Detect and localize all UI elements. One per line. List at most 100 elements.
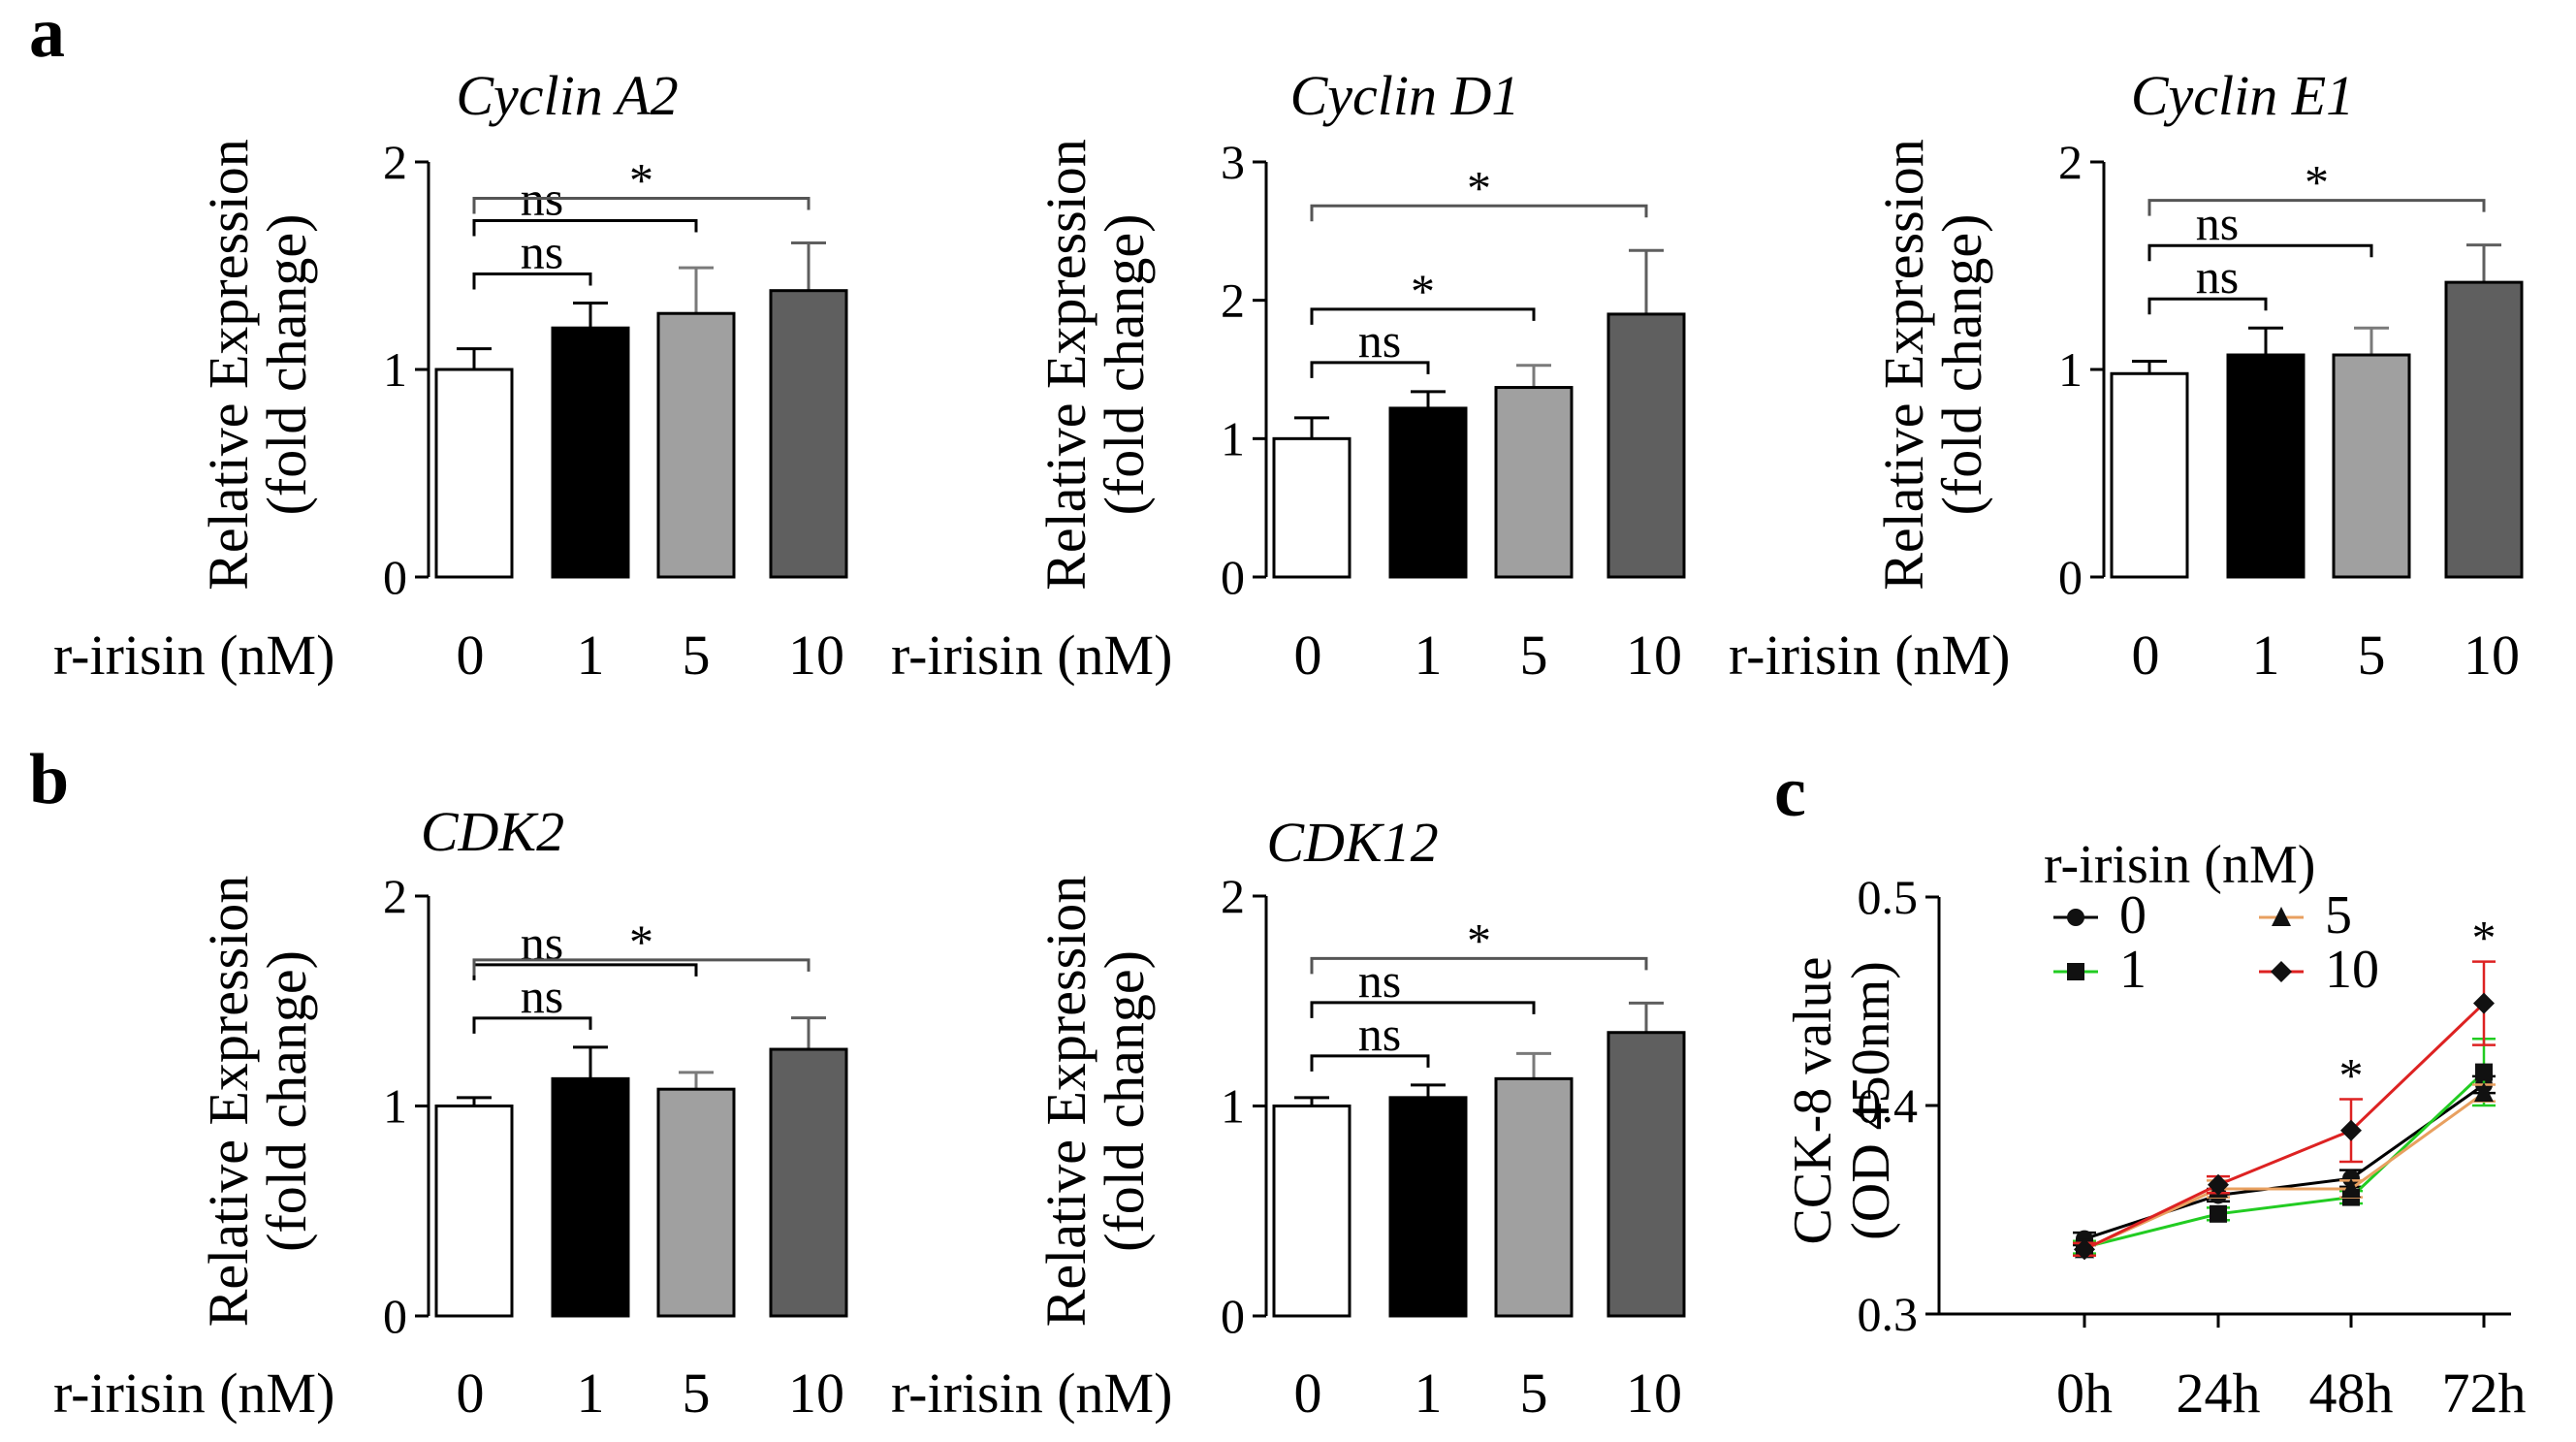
data-point <box>2208 1173 2229 1196</box>
significance-bracket <box>2147 297 2268 315</box>
data-point <box>2067 909 2084 926</box>
x-axis-label: r-irisin (nM) <box>891 1362 1172 1425</box>
x-tick-label-0h: 0h <box>2056 1362 2113 1425</box>
significance-bracket <box>472 1016 592 1034</box>
data-point <box>2272 907 2291 926</box>
bar-chart-panel-3: 0 1 2 Relative Expression(fold change) CDK2 n… <box>53 800 848 1425</box>
y-tick-label: 2 <box>1221 273 1245 328</box>
bar-5 <box>1494 1076 1574 1318</box>
bar-0 <box>2110 371 2189 579</box>
y-tick-label: 0 <box>2058 550 2083 604</box>
x-tick-label-1: 1 <box>577 1362 605 1425</box>
y-axis-label-line-2: (fold change) <box>1093 214 1156 516</box>
y-axis-label-line-2: (fold change) <box>255 950 318 1252</box>
y-axis-label-line-2: (fold change) <box>255 214 318 516</box>
panel-letter-b: b <box>29 740 70 819</box>
line-chart-panel: 0.3 0.4 0.5 0h 24h 48h 72h CCK-8 value(OD 450nm… <box>1783 835 2527 1425</box>
significance-label: ns <box>1358 313 1401 368</box>
data-point <box>2210 1204 2227 1223</box>
significance-label: * <box>2472 911 2496 965</box>
x-axis-label: r-irisin (nM) <box>53 1362 334 1425</box>
x-tick-label-5: 5 <box>1520 624 1548 687</box>
y-tick-label: 1 <box>383 1079 407 1134</box>
significance-bracket <box>1310 361 1430 378</box>
significance-label: ns <box>521 915 563 970</box>
y-tick-label: 0 <box>383 550 407 604</box>
y-tick-label: 1 <box>1221 411 1245 465</box>
y-axis-label: Relative Expression(fold change) <box>197 139 318 591</box>
significance-bracket <box>472 272 592 290</box>
x-tick-label-10: 10 <box>1626 1362 1682 1425</box>
y-tick-label: 1 <box>383 342 407 397</box>
significance-label: ns <box>1358 1007 1401 1061</box>
significance-bracket <box>472 958 811 976</box>
bar-5 <box>656 311 736 579</box>
y-tick-label: 0 <box>1221 1289 1245 1343</box>
y-tick-label: 2 <box>383 869 407 923</box>
x-axis-label: r-irisin (nM) <box>53 624 334 687</box>
y-axis-label-line-1: Relative Expression <box>197 876 260 1328</box>
y-tick-label: 0.5 <box>1858 870 1919 924</box>
bar-chart-panel-4: 0 1 2 Relative Expression(fold change) CDK12… <box>891 811 1686 1425</box>
bar-chart-panel-2: 0 1 2 Relative Expression(fold change) Cycli… <box>1729 64 2524 687</box>
data-point <box>2473 992 2495 1014</box>
bar-chart-panel-0: 0 1 2 Relative Expression(fold change) Cycli… <box>53 64 848 687</box>
panel-letter-a: a <box>29 0 65 73</box>
significance-label: ns <box>2196 249 2239 304</box>
y-axis-label: Relative Expression(fold change) <box>1034 876 1156 1328</box>
data-point <box>2067 963 2084 980</box>
y-tick-label: 2 <box>2058 135 2083 189</box>
y-axis-label-line-1: Relative Expression <box>197 139 260 591</box>
bar-1 <box>1388 406 1468 579</box>
y-axis-label-line-2: (fold change) <box>1930 214 1993 516</box>
significance-label: * <box>1467 913 1491 967</box>
series-line <box>2083 1091 2485 1251</box>
x-tick-label-1: 1 <box>1415 1362 1443 1425</box>
chart-title: CDK12 <box>1266 811 1438 874</box>
significance-label: * <box>1467 160 1491 214</box>
bar-5 <box>656 1087 736 1318</box>
y-tick-label: 0 <box>1221 550 1245 604</box>
data-point <box>2340 1119 2362 1141</box>
x-axis-label: r-irisin (nM) <box>891 624 1172 687</box>
y-tick-label: 0.4 <box>1858 1078 1919 1133</box>
bar-10 <box>769 1047 848 1318</box>
y-tick-label: 1 <box>1221 1079 1245 1134</box>
y-axis-label-line-1: Relative Expression <box>1872 139 1935 591</box>
y-axis-label-line-1: CCK-8 value <box>1783 956 1843 1244</box>
x-tick-label-5: 5 <box>683 624 711 687</box>
y-axis-label: Relative Expression(fold change) <box>197 876 318 1328</box>
data-point <box>2341 1178 2361 1198</box>
significance-bracket <box>472 196 811 214</box>
y-axis-label-line-1: Relative Expression <box>1034 139 1097 591</box>
x-tick-label-5: 5 <box>683 1362 711 1425</box>
legend-title: r-irisin (nM) <box>2044 835 2315 895</box>
chart-title: CDK2 <box>421 800 564 863</box>
chart-title: Cyclin E1 <box>2131 64 2354 127</box>
bar-5 <box>1494 386 1574 579</box>
y-axis-label-line-1: Relative Expression <box>1034 876 1097 1328</box>
chart-title: Cyclin D1 <box>1290 64 1520 127</box>
significance-label: ns <box>2196 196 2239 250</box>
significance-label: * <box>2339 1048 2364 1103</box>
significance-bracket <box>2147 243 2373 262</box>
x-tick-label-72h: 72h <box>2442 1362 2527 1425</box>
y-tick-label: 0.3 <box>1858 1287 1919 1341</box>
data-point <box>2271 961 2292 982</box>
chart-title: Cyclin A2 <box>456 64 678 127</box>
x-tick-label-48h: 48h <box>2309 1362 2394 1425</box>
bar-0 <box>1272 1105 1352 1318</box>
y-tick-label: 3 <box>1221 135 1245 189</box>
y-axis-label-line-2: (fold change) <box>1093 950 1156 1252</box>
series-0 <box>2073 1074 2496 1248</box>
significance-label: ns <box>521 225 563 279</box>
series-line <box>2083 1083 2485 1241</box>
bar-1 <box>1388 1096 1468 1318</box>
significance-bracket <box>1310 956 1648 975</box>
y-tick-label: 1 <box>2058 342 2083 397</box>
x-tick-label-10: 10 <box>788 1362 844 1425</box>
x-tick-label-0: 0 <box>1294 1362 1322 1425</box>
significance-bracket <box>1310 204 1648 222</box>
significance-bracket <box>472 963 698 980</box>
significance-bracket <box>472 219 698 237</box>
